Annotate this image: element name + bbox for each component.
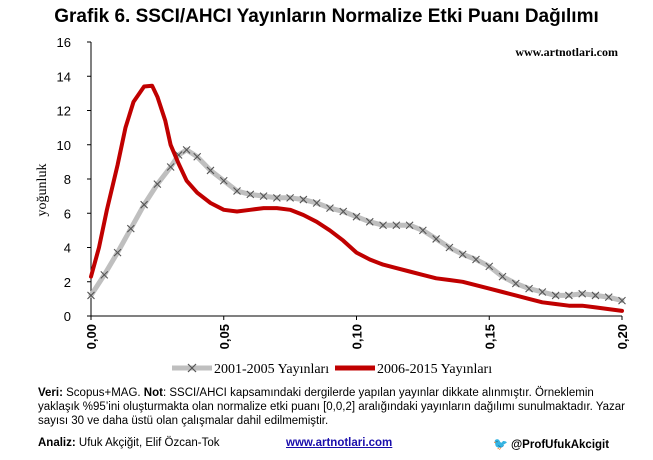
y-tick-label: 16 bbox=[57, 35, 71, 50]
data-point-series-1 bbox=[365, 217, 374, 226]
y-tick-label: 4 bbox=[64, 241, 71, 256]
data-point-series-1 bbox=[525, 284, 533, 293]
data-point-series-1 bbox=[219, 176, 228, 185]
watermark: www.artnotlari.com bbox=[515, 45, 618, 59]
data-point-series-1 bbox=[472, 255, 480, 264]
analysis-credit: Analiz: Ufuk Akçiğit, Elif Özcan-Tok bbox=[38, 437, 220, 449]
series-line-2 bbox=[89, 83, 624, 313]
y-tick-label: 14 bbox=[57, 69, 71, 84]
legend-marker-series-1 bbox=[187, 363, 197, 373]
legend-label-series-1: 2001-2005 Yayınları bbox=[214, 362, 329, 377]
legend-label-series-2: 2006-2015 Yayınları bbox=[377, 362, 492, 377]
chart-title: Grafik 6. SSCI/AHCI Yayınların Normalize… bbox=[54, 6, 599, 27]
data-point-series-1 bbox=[511, 279, 520, 288]
data-point-series-1 bbox=[618, 296, 626, 305]
data-point-series-1 bbox=[405, 221, 414, 230]
data-point-series-1 bbox=[140, 200, 148, 209]
data-point-series-1 bbox=[113, 248, 122, 257]
y-tick-label: 0 bbox=[64, 309, 71, 324]
note-label: Not bbox=[143, 387, 163, 399]
data-point-series-1 bbox=[392, 221, 401, 230]
data-point-series-1 bbox=[578, 289, 587, 298]
data-point-series-1 bbox=[87, 291, 95, 300]
source-label: Veri: bbox=[38, 387, 63, 399]
legend: 2001-2005 Yayınları 2006-2015 Yayınları bbox=[172, 362, 492, 377]
chart-series-layer bbox=[87, 83, 626, 313]
x-tick-label: 0,20 bbox=[615, 324, 630, 349]
site-link[interactable]: www.artnotlari.com bbox=[286, 437, 393, 449]
data-point-series-1 bbox=[352, 212, 361, 221]
data-point-series-1 bbox=[498, 272, 507, 281]
data-point-series-1 bbox=[182, 145, 191, 154]
chart-axes bbox=[90, 42, 622, 317]
y-axis-label: yoğunluk bbox=[35, 164, 50, 217]
data-point-series-1 bbox=[272, 193, 281, 202]
twitter-handle-text: @ProfUfukAkcigit bbox=[510, 439, 610, 451]
data-point-series-1 bbox=[233, 187, 241, 195]
data-point-series-1 bbox=[166, 163, 175, 171]
analysis-text: Ufuk Akçiğit, Elif Özcan-Tok bbox=[75, 437, 220, 449]
data-point-series-1 bbox=[286, 193, 295, 202]
y-tick-label: 8 bbox=[64, 172, 71, 187]
y-tick-label: 2 bbox=[64, 275, 71, 290]
series-line-1 bbox=[88, 147, 625, 304]
data-point-series-1 bbox=[458, 250, 467, 259]
y-tick-label: 6 bbox=[64, 206, 71, 221]
x-tick-label: 0,10 bbox=[350, 324, 365, 349]
data-point-series-1 bbox=[551, 291, 560, 300]
data-point-series-1 bbox=[418, 226, 427, 235]
x-tick-label: 0,15 bbox=[482, 324, 497, 349]
data-point-series-1 bbox=[312, 199, 321, 207]
data-point-series-1 bbox=[153, 180, 162, 189]
source-text: Scopus+MAG. bbox=[62, 387, 144, 399]
y-tick-label: 10 bbox=[57, 138, 71, 153]
chart: 0 2 4 6 8 10 12 14 16 0,00 0,05 0,10 0,15 0,20 www.ar… bbox=[35, 35, 630, 377]
data-point-series-1 bbox=[126, 224, 135, 233]
data-point-series-1 bbox=[246, 190, 255, 199]
data-point-series-1 bbox=[339, 207, 348, 216]
y-tick-label: 12 bbox=[57, 104, 71, 119]
data-point-series-1 bbox=[445, 243, 454, 252]
footer-note: Veri: Scopus+MAG. Not: SSCI/AHCI kapsamı… bbox=[38, 386, 638, 428]
data-point-series-1 bbox=[538, 288, 547, 296]
data-point-series-1 bbox=[379, 221, 387, 230]
data-point-series-1 bbox=[432, 235, 441, 243]
data-point-series-1 bbox=[100, 271, 109, 279]
data-point-series-1 bbox=[299, 195, 308, 204]
chart-ticks: 0 2 4 6 8 10 12 14 16 0,00 0,05 0,10 0,15 0,20 bbox=[57, 35, 630, 349]
data-point-series-1 bbox=[591, 291, 600, 300]
data-point-series-1 bbox=[326, 204, 334, 213]
data-point-series-1 bbox=[193, 152, 202, 161]
x-tick-label: 0,00 bbox=[84, 324, 99, 349]
note-text: : SSCI/AHCI kapsamındaki dergilerde yapı… bbox=[38, 387, 626, 427]
data-point-series-1 bbox=[259, 192, 268, 201]
data-point-series-1 bbox=[604, 293, 613, 302]
data-point-series-1 bbox=[485, 262, 494, 271]
data-point-series-1 bbox=[565, 291, 573, 300]
data-point-series-1 bbox=[206, 166, 215, 175]
x-tick-label: 0,05 bbox=[217, 324, 232, 349]
twitter-bird-icon: 🐦 bbox=[493, 437, 508, 451]
twitter-handle: 🐦 @ProfUfukAkcigit bbox=[493, 437, 609, 451]
analysis-label: Analiz: bbox=[38, 437, 76, 449]
